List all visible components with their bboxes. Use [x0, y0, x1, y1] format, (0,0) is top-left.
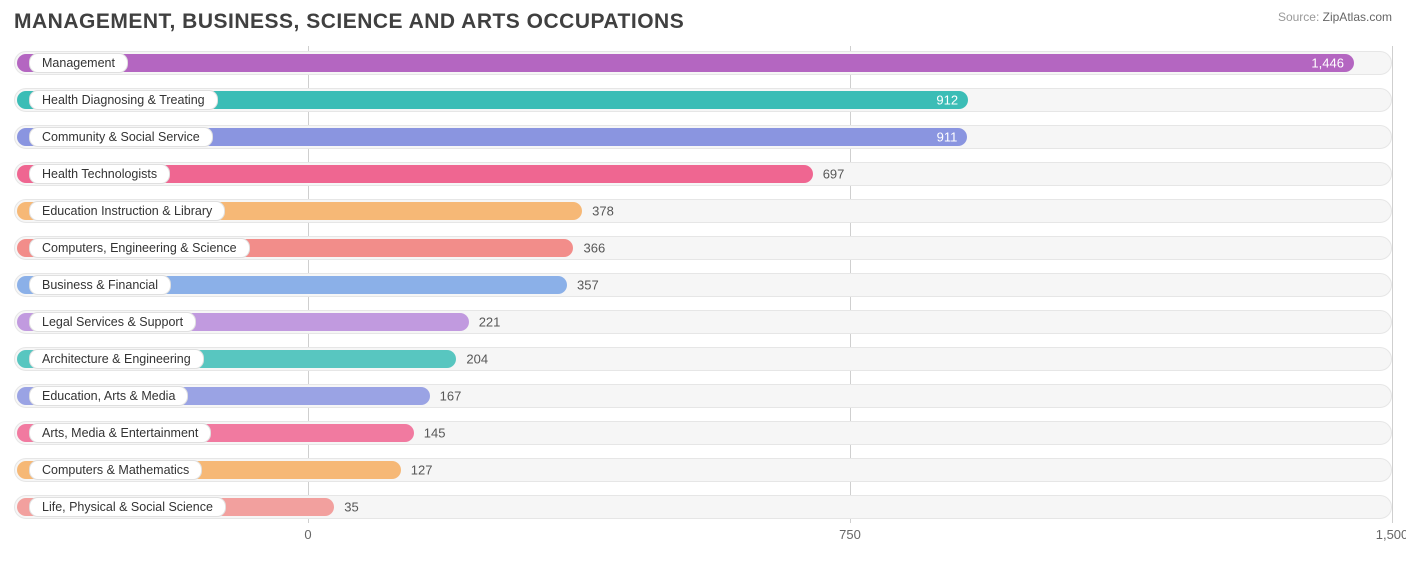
- category-label: Education, Arts & Media: [29, 386, 188, 406]
- x-tick-label: 1,500: [1376, 527, 1406, 542]
- chart-row: Computers & Mathematics 127: [14, 453, 1392, 486]
- value-label: 221: [479, 314, 501, 329]
- chart-row: Health Technologists 697: [14, 157, 1392, 190]
- chart-row: Education Instruction & Library 378: [14, 194, 1392, 227]
- chart-row: Life, Physical & Social Science 35: [14, 490, 1392, 523]
- chart-inner: Management 1,446 Health Diagnosing & Treat…: [14, 46, 1392, 523]
- bar-track: Health Technologists 697: [14, 162, 1392, 186]
- chart-row: Legal Services & Support 221: [14, 305, 1392, 338]
- category-label: Management: [29, 53, 128, 73]
- chart-row: Arts, Media & Entertainment 145: [14, 416, 1392, 449]
- bar-track: Arts, Media & Entertainment 145: [14, 421, 1392, 445]
- bar-track: Education, Arts & Media 167: [14, 384, 1392, 408]
- category-label: Life, Physical & Social Science: [29, 497, 226, 517]
- value-label: 366: [583, 240, 605, 255]
- value-label: 145: [424, 425, 446, 440]
- value-label: 1,446: [1311, 55, 1344, 70]
- category-label: Community & Social Service: [29, 127, 213, 147]
- source-name: ZipAtlas.com: [1323, 10, 1392, 24]
- x-tick-label: 750: [839, 527, 861, 542]
- chart-row: Education, Arts & Media 167: [14, 379, 1392, 412]
- bar-fill: [17, 54, 1354, 72]
- chart-header: MANAGEMENT, BUSINESS, SCIENCE AND ARTS O…: [14, 10, 1392, 34]
- value-label: 911: [937, 129, 958, 144]
- bar-track: Education Instruction & Library 378: [14, 199, 1392, 223]
- grid-line: [1392, 46, 1393, 523]
- category-label: Computers, Engineering & Science: [29, 238, 250, 258]
- chart-title: MANAGEMENT, BUSINESS, SCIENCE AND ARTS O…: [14, 10, 684, 34]
- bar-track: Life, Physical & Social Science 35: [14, 495, 1392, 519]
- bar-track: Health Diagnosing & Treating 912: [14, 88, 1392, 112]
- category-label: Arts, Media & Entertainment: [29, 423, 211, 443]
- chart-area: Management 1,446 Health Diagnosing & Treat…: [14, 46, 1392, 577]
- value-label: 912: [936, 92, 958, 107]
- chart-row: Management 1,446: [14, 46, 1392, 79]
- chart-row: Business & Financial 357: [14, 268, 1392, 301]
- value-label: 167: [440, 388, 462, 403]
- chart-row: Architecture & Engineering 204: [14, 342, 1392, 375]
- source-label: Source:: [1278, 10, 1319, 24]
- bar-track: Community & Social Service 911: [14, 125, 1392, 149]
- value-label: 378: [592, 203, 614, 218]
- category-label: Architecture & Engineering: [29, 349, 204, 369]
- chart-row: Computers, Engineering & Science 366: [14, 231, 1392, 264]
- value-label: 357: [577, 277, 599, 292]
- bar-track: Legal Services & Support 221: [14, 310, 1392, 334]
- bar-track: Computers & Mathematics 127: [14, 458, 1392, 482]
- x-axis: 07501,500: [14, 527, 1392, 547]
- bar-track: Business & Financial 357: [14, 273, 1392, 297]
- value-label: 35: [344, 499, 358, 514]
- source-attribution: Source: ZipAtlas.com: [1278, 10, 1392, 24]
- value-label: 697: [823, 166, 845, 181]
- category-label: Health Technologists: [29, 164, 170, 184]
- category-label: Health Diagnosing & Treating: [29, 90, 218, 110]
- value-label: 127: [411, 462, 433, 477]
- category-label: Education Instruction & Library: [29, 201, 225, 221]
- bar-track: Management 1,446: [14, 51, 1392, 75]
- category-label: Legal Services & Support: [29, 312, 196, 332]
- bar-track: Architecture & Engineering 204: [14, 347, 1392, 371]
- category-label: Computers & Mathematics: [29, 460, 202, 480]
- bar-track: Computers, Engineering & Science 366: [14, 236, 1392, 260]
- chart-row: Community & Social Service 911: [14, 120, 1392, 153]
- value-label: 204: [466, 351, 488, 366]
- category-label: Business & Financial: [29, 275, 171, 295]
- x-tick-label: 0: [304, 527, 311, 542]
- chart-row: Health Diagnosing & Treating 912: [14, 83, 1392, 116]
